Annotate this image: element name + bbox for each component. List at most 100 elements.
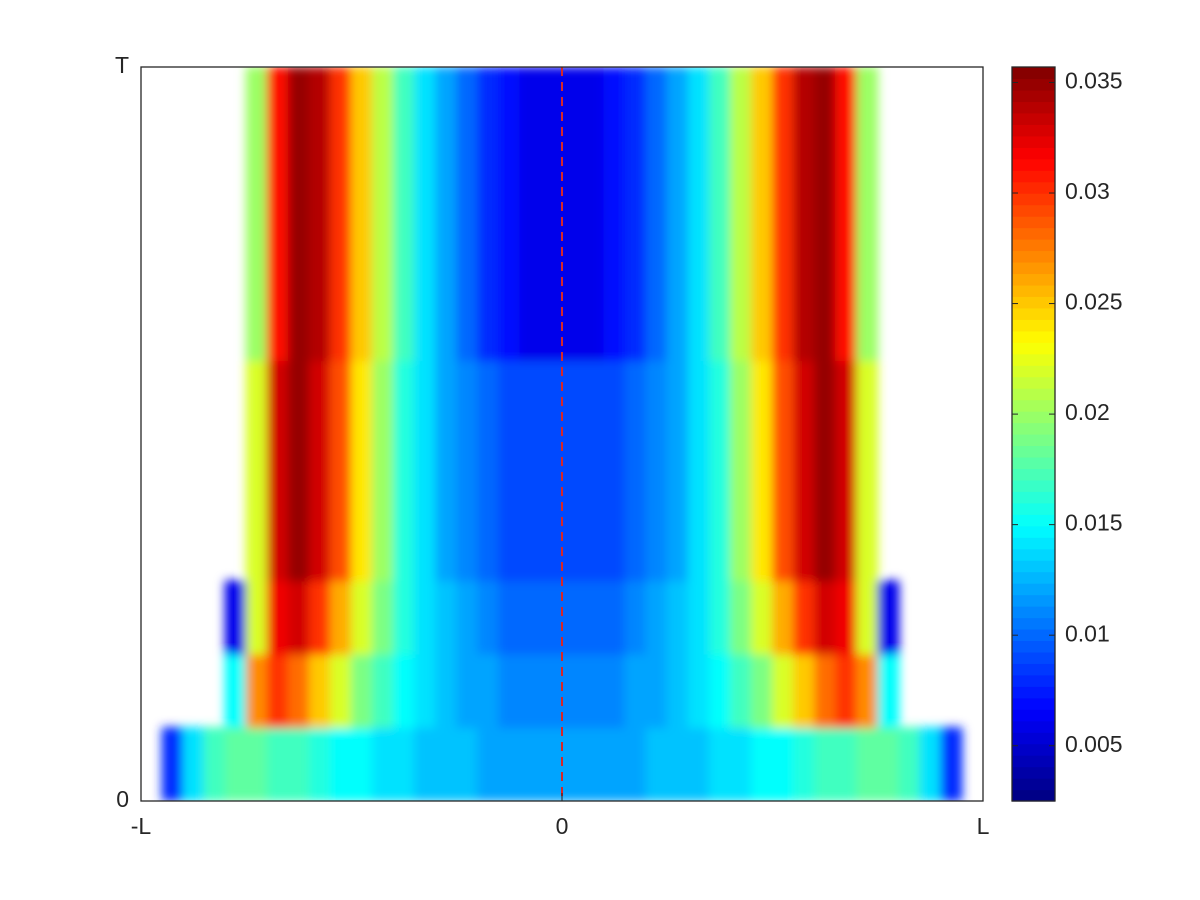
heatmap-cell	[245, 433, 268, 508]
heatmap-cell	[856, 653, 879, 729]
heatmap-cell	[750, 580, 773, 655]
heatmap-cell	[603, 506, 626, 582]
heatmap-cell	[498, 360, 521, 435]
heatmap-cell	[666, 286, 689, 362]
heatmap-cell	[582, 653, 605, 729]
heatmap-cell	[372, 506, 395, 582]
heatmap-cell	[329, 139, 352, 215]
heatmap-cell	[435, 580, 458, 655]
heatmap-cell	[624, 213, 647, 288]
heatmap-cell	[540, 67, 563, 141]
heatmap-cell	[393, 580, 416, 655]
heatmap-cell	[308, 506, 331, 582]
colorbar-band	[1012, 112, 1055, 125]
heatmap-cell	[414, 286, 437, 362]
heatmap-cell	[540, 213, 563, 288]
heatmap-cell	[750, 433, 773, 508]
heatmap-cell	[814, 213, 837, 288]
colorbar-band	[1012, 67, 1055, 80]
heatmap-cell	[856, 139, 879, 215]
heatmap-cell	[245, 580, 268, 655]
heatmap-cell	[940, 727, 963, 801]
heatmap-cell	[498, 139, 521, 215]
heatmap-cell	[435, 139, 458, 215]
heatmap-cell	[477, 580, 500, 655]
colorbar-band	[1012, 147, 1055, 160]
heatmap-cell	[645, 286, 668, 362]
x-tick-label: 0	[556, 813, 569, 839]
heatmap-cell	[519, 286, 542, 362]
colorbar-band	[1012, 732, 1055, 745]
heatmap-cell	[224, 580, 247, 655]
heatmap-cell	[835, 213, 858, 288]
heatmap-cell	[772, 139, 795, 215]
colorbar-band	[1012, 537, 1055, 550]
heatmap-cell	[729, 580, 752, 655]
colorbar-band	[1012, 606, 1055, 619]
heatmap-cell	[351, 580, 374, 655]
colorbar-band	[1012, 651, 1055, 664]
heatmap-cell	[772, 213, 795, 288]
heatmap-cell	[772, 580, 795, 655]
heatmap-cell	[435, 213, 458, 288]
heatmap-cell	[393, 506, 416, 582]
heatmap-cell	[287, 67, 310, 141]
heatmap-cell	[624, 433, 647, 508]
heatmap-cell	[624, 653, 647, 729]
colorbar-band	[1012, 697, 1055, 710]
heatmap-cell	[603, 580, 626, 655]
heatmap-cell	[308, 139, 331, 215]
heatmap-cell	[582, 727, 605, 801]
colorbar-band	[1012, 411, 1055, 424]
heatmap-cell	[266, 286, 289, 362]
heatmap-cell	[750, 213, 773, 288]
colorbar-band	[1012, 296, 1055, 309]
colorbar-band	[1012, 307, 1055, 320]
heatmap-cell	[266, 139, 289, 215]
heatmap-cell	[372, 360, 395, 435]
colorbar-band	[1012, 89, 1055, 103]
heatmap-cell	[540, 580, 563, 655]
heatmap-cell	[351, 139, 374, 215]
colorbar-band	[1012, 571, 1055, 584]
heatmap-cell	[750, 727, 773, 801]
heatmap-cell	[519, 653, 542, 729]
heatmap-cell	[287, 360, 310, 435]
heatmap-cell	[856, 506, 879, 582]
colorbar-band	[1012, 686, 1055, 699]
heatmap-cell	[877, 727, 900, 801]
heatmap-cell	[666, 727, 689, 801]
heatmap-cell	[540, 727, 563, 801]
colorbar-band	[1012, 227, 1055, 240]
heatmap-cell	[561, 213, 584, 288]
heatmap-cell	[645, 580, 668, 655]
heatmap-cell	[203, 727, 226, 801]
heatmap-cell	[814, 433, 837, 508]
heatmap-cell	[498, 653, 521, 729]
heatmap-cell	[772, 506, 795, 582]
heatmap-cell	[266, 67, 289, 141]
colorbar-band	[1012, 778, 1055, 791]
heatmap-cell	[308, 286, 331, 362]
heatmap-cell	[645, 727, 668, 801]
heatmap-cell	[414, 506, 437, 582]
heatmap-cell	[435, 360, 458, 435]
heatmap-cell	[708, 213, 731, 288]
heatmap-cell	[329, 580, 352, 655]
heatmap-cell	[624, 727, 647, 801]
heatmap-cell	[414, 67, 437, 141]
heatmap-cell	[329, 653, 352, 729]
heatmap-cell	[814, 727, 837, 801]
heatmap-cell	[351, 433, 374, 508]
heatmap-cell	[835, 139, 858, 215]
heatmap-cell	[456, 653, 479, 729]
colorbar-band	[1012, 743, 1055, 756]
heatmap-cell	[351, 506, 374, 582]
heatmap-cell	[435, 286, 458, 362]
heatmap-cell	[498, 506, 521, 582]
heatmap-cell	[603, 653, 626, 729]
heatmap-cell	[308, 653, 331, 729]
heatmap-cell	[540, 433, 563, 508]
heatmap-cell	[435, 653, 458, 729]
heatmap-cell	[519, 433, 542, 508]
